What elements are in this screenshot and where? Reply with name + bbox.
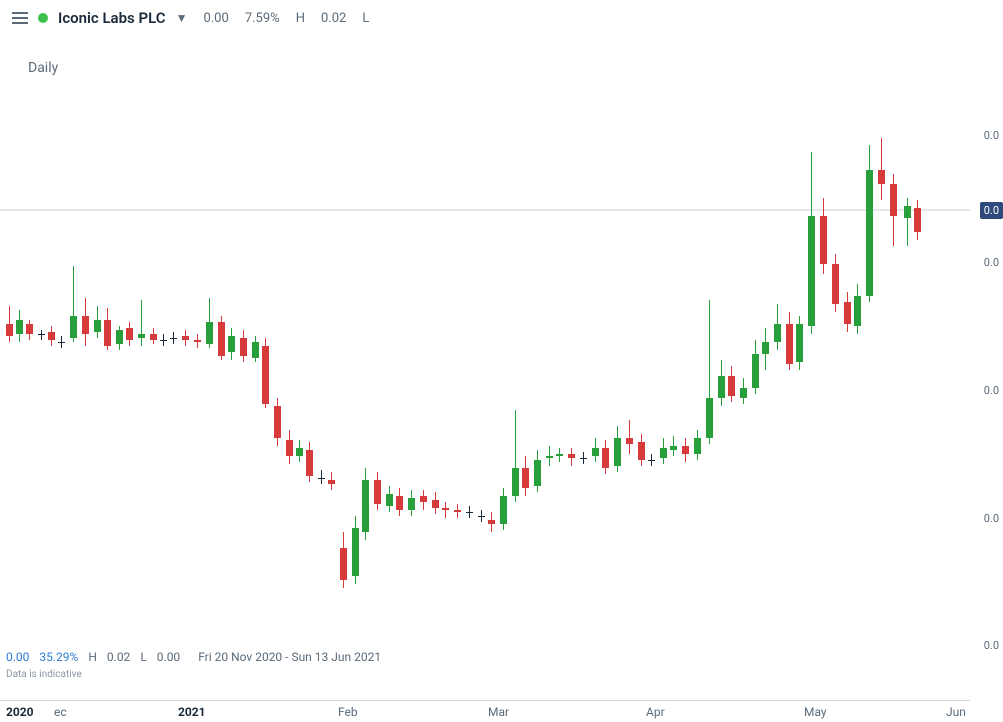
header-pct: 7.59% bbox=[245, 11, 280, 26]
data-indicative-label: Data is indicative bbox=[6, 669, 82, 680]
price-tick: 0.0 bbox=[984, 256, 999, 269]
footer-high-label: H bbox=[88, 650, 97, 664]
time-tick: ec bbox=[54, 705, 67, 719]
footer-high: 0.02 bbox=[107, 650, 130, 664]
menu-icon[interactable] bbox=[12, 12, 28, 24]
stock-name[interactable]: Iconic Labs PLC bbox=[58, 9, 166, 27]
chart-header: Iconic Labs PLC ▼ 0.00 7.59% H 0.02 L bbox=[0, 0, 1003, 36]
time-tick: May bbox=[804, 705, 827, 719]
time-tick: Feb bbox=[338, 705, 358, 719]
price-axis: 0.0 0.0 0.0 0.0 0.0 0.0 bbox=[970, 40, 1003, 680]
time-tick: Mar bbox=[488, 705, 509, 719]
price-tick: 0.0 bbox=[984, 129, 999, 142]
time-tick: Apr bbox=[646, 705, 665, 719]
time-tick: 2021 bbox=[178, 705, 206, 719]
candlestick-chart[interactable] bbox=[0, 40, 970, 680]
time-axis: 2020 ec 2021 Feb Mar Apr May Jun bbox=[0, 700, 970, 722]
footer-pct: 35.29% bbox=[39, 650, 78, 664]
time-tick: 2020 bbox=[6, 705, 34, 719]
footer-price: 0.00 bbox=[6, 650, 29, 664]
footer-date-range: Fri 20 Nov 2020 - Sun 13 Jun 2021 bbox=[198, 650, 381, 664]
time-tick: Jun bbox=[946, 705, 966, 719]
chart-footer: 0.00 35.29% H 0.02 L 0.00 Fri 20 Nov 202… bbox=[6, 650, 381, 664]
price-tick: 0.0 bbox=[984, 384, 999, 397]
current-price-marker: 0.0 bbox=[980, 202, 1003, 219]
header-high-label: H bbox=[296, 11, 305, 26]
price-tick: 0.0 bbox=[984, 639, 999, 652]
header-high: 0.02 bbox=[321, 11, 346, 26]
header-low-label: L bbox=[362, 11, 369, 26]
status-dot bbox=[38, 13, 48, 23]
price-tick: 0.0 bbox=[984, 512, 999, 525]
header-price: 0.00 bbox=[203, 11, 228, 26]
footer-low-label: L bbox=[140, 650, 146, 664]
chevron-down-icon[interactable]: ▼ bbox=[176, 11, 188, 25]
footer-low: 0.00 bbox=[157, 650, 180, 664]
